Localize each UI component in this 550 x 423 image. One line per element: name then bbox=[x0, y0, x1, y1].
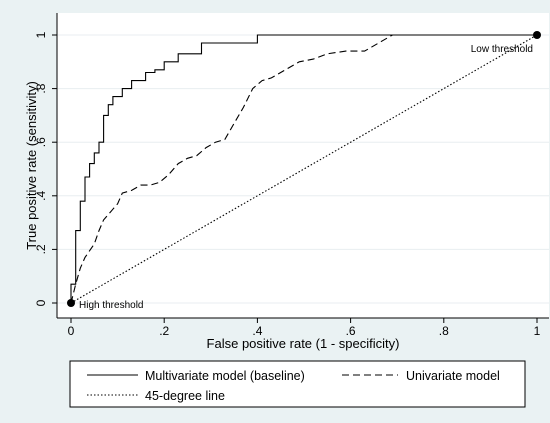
x-tick-label-4: .8 bbox=[439, 324, 449, 338]
legend-label-multivariate: Multivariate model (baseline) bbox=[145, 369, 305, 383]
points-layer: High threshold Low threshold bbox=[67, 31, 541, 311]
series-line-1 bbox=[70, 34, 537, 304]
y-tick-label-2: .4 bbox=[34, 190, 48, 200]
threshold-label-0: High threshold bbox=[79, 300, 143, 311]
x-tick-label-0: 0 bbox=[68, 324, 75, 338]
threshold-label-1: Low threshold bbox=[471, 44, 533, 55]
y-tick-label-4: .8 bbox=[34, 83, 48, 93]
legend-label-univariate: Univariate model bbox=[406, 369, 500, 383]
plot-area bbox=[57, 13, 549, 318]
y-tick-label-5: 1 bbox=[34, 31, 48, 38]
y-tick-label-3: .6 bbox=[34, 137, 48, 147]
series-layer bbox=[70, 34, 538, 304]
legend: Multivariate model (baseline) Univariate… bbox=[69, 360, 526, 408]
axes-layer: 0 .2 .4 .6 .8 1 0 .2 .4 .6 .8 1 bbox=[34, 13, 549, 338]
legend-label-45-degree: 45-degree line bbox=[145, 389, 225, 403]
y-tick-label-1: .2 bbox=[34, 244, 48, 254]
x-axis-title: False positive rate (1 - specificity) bbox=[207, 336, 400, 351]
series-line-0 bbox=[70, 34, 537, 303]
threshold-point-0 bbox=[67, 299, 75, 307]
legend-box bbox=[69, 360, 526, 408]
x-tick-label-5: 1 bbox=[534, 324, 541, 338]
y-tick-label-0: 0 bbox=[34, 299, 48, 306]
x-tick-label-2: .4 bbox=[252, 324, 262, 338]
x-tick-label-3: .6 bbox=[346, 324, 356, 338]
x-tick-label-1: .2 bbox=[159, 324, 169, 338]
threshold-point-1 bbox=[533, 31, 541, 39]
y-axis-title: True positive rate (sensitivity) bbox=[24, 81, 39, 250]
